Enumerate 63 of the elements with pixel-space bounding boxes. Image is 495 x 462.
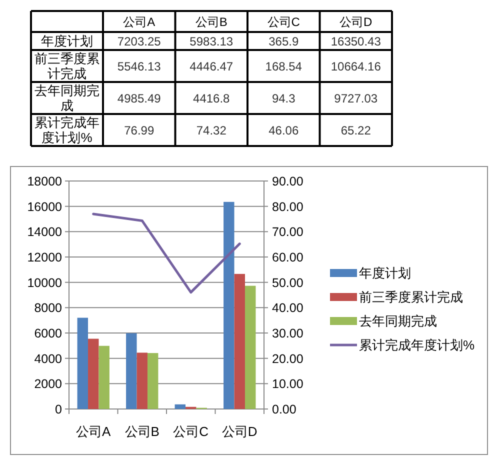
data-label: 76.99 — [124, 124, 154, 138]
x-tick-label: 公司B — [124, 424, 160, 439]
data-label: 74.32 — [196, 124, 227, 138]
x-tick-label: 公司D — [222, 424, 258, 439]
data-label: 46.06 — [268, 124, 299, 138]
legend-label: 去年同期完成 — [359, 314, 437, 328]
y-tick-label: 6000 — [34, 326, 62, 340]
y-tick-label: 18000 — [27, 174, 62, 188]
data-label: 4416.8 — [193, 92, 230, 106]
y-tick-label: 16000 — [27, 200, 62, 214]
data-label: 365.9 — [268, 34, 299, 48]
y2-tick-label: 10.00 — [272, 377, 304, 392]
bar — [136, 352, 148, 409]
y-tick-label: 8000 — [34, 301, 62, 316]
text: 年度计划 — [41, 34, 93, 48]
y2-tick-label: 60.00 — [272, 250, 304, 264]
y2-tick-label: 90.00 — [272, 174, 304, 188]
category-label: 公司A — [123, 15, 156, 29]
category-label: 公司D — [340, 15, 373, 29]
bar — [224, 202, 234, 409]
bar — [126, 333, 137, 409]
text: 累计完成年度计划% — [34, 115, 100, 145]
y-tick-label: 14000 — [27, 225, 62, 240]
data-label: 16350.43 — [330, 34, 382, 48]
data-label: 65.22 — [340, 124, 372, 138]
y-tick-label: 2000 — [34, 377, 62, 392]
y2-tick-label: 50.00 — [272, 276, 304, 290]
data-label: 7203.25 — [117, 34, 162, 48]
category-label: 公司B — [195, 15, 228, 29]
data-label: 4985.49 — [117, 92, 162, 106]
legend-label: 前三季度累计完成 — [359, 290, 463, 304]
data-label: 10664.16 — [330, 60, 382, 74]
data-label: 5983.13 — [190, 34, 234, 48]
text: 去年同期完成 — [34, 83, 100, 113]
y2-tick-label: 30.00 — [272, 326, 304, 340]
data-label: 4446.47 — [190, 60, 234, 74]
bar — [88, 338, 99, 409]
x-tick-label: 公司A — [76, 424, 112, 439]
category-label: 公司C — [267, 15, 300, 29]
y2-tick-label: 70.00 — [272, 225, 304, 240]
y-tick-label: 4000 — [34, 352, 62, 366]
bar — [98, 346, 110, 409]
bar — [77, 318, 88, 409]
y2-tick-label: 0.00 — [272, 402, 296, 416]
bar — [147, 353, 158, 409]
data-label: 9727.03 — [334, 92, 378, 106]
y2-tick-label: 20.00 — [272, 352, 304, 366]
bar — [174, 404, 186, 409]
y-tick-label: 0 — [55, 402, 62, 416]
y-tick-label: 10000 — [27, 276, 62, 290]
legend-label: 年度计划 — [359, 266, 411, 280]
bar — [244, 286, 256, 409]
text: 前三季度累计完成 — [34, 51, 100, 81]
data-label: 94.3 — [272, 92, 296, 106]
y2-tick-label: 40.00 — [272, 301, 304, 316]
legend-label: 累计完成年度计划% — [359, 338, 475, 352]
y2-tick-label: 80.00 — [272, 200, 304, 214]
y-tick-label: 12000 — [27, 250, 62, 264]
data-label: 5546.13 — [117, 60, 162, 74]
bar — [234, 274, 245, 409]
data-label: 168.54 — [265, 60, 302, 74]
x-tick-label: 公司C — [173, 424, 209, 439]
line-series — [92, 212, 241, 294]
